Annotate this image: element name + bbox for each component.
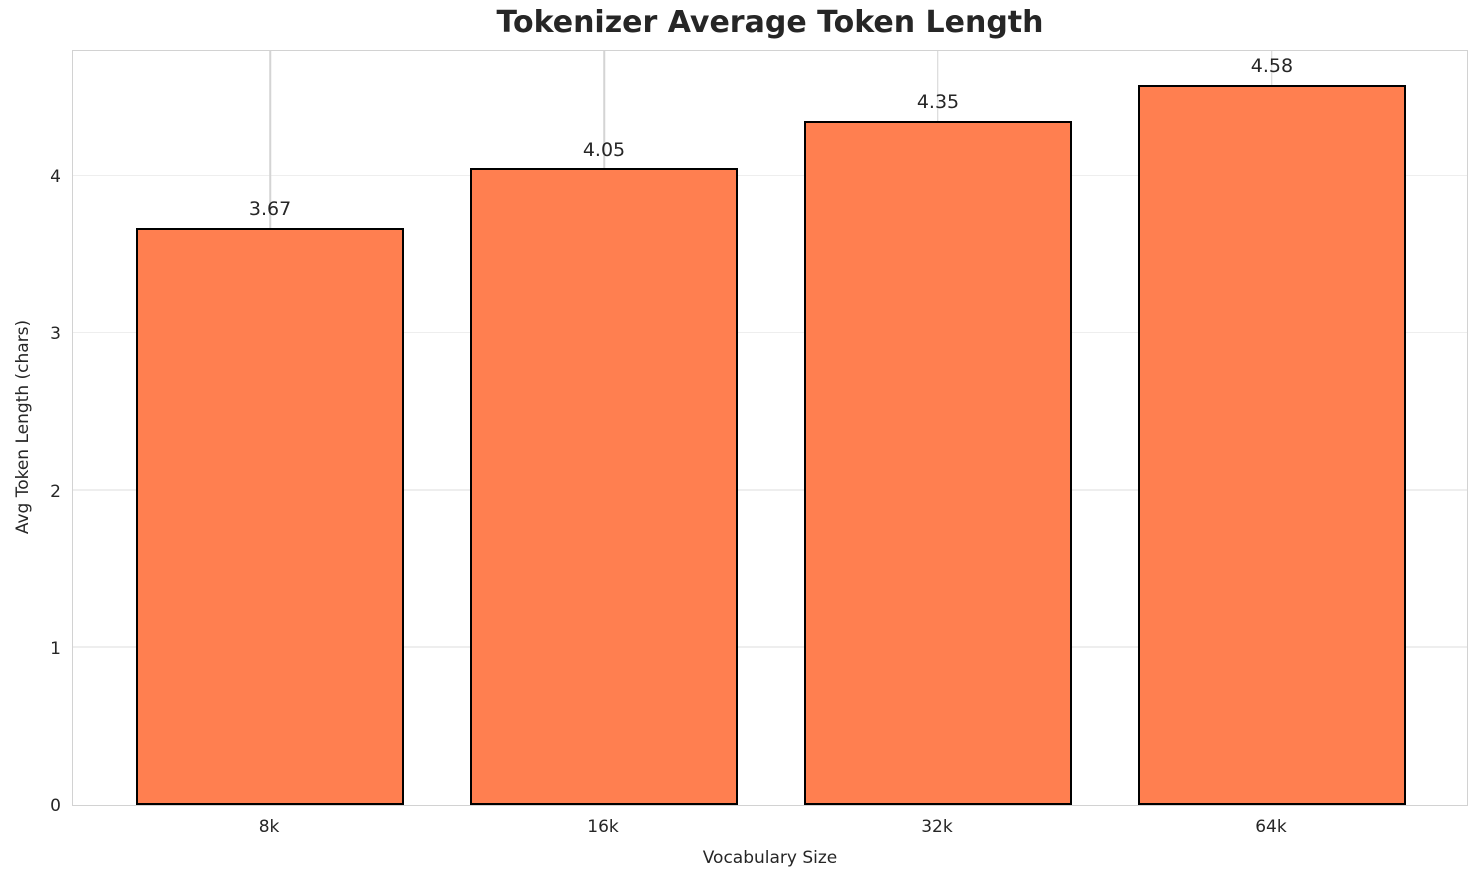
horizontal-gridline [73,646,1467,648]
bar-value-label: 3.67 [248,198,292,221]
horizontal-gridline [73,489,1467,491]
horizontal-gridline [73,174,1467,177]
x-tick-label: 64k [1255,817,1287,837]
bar-value-label: 4.35 [916,91,960,114]
y-tick-label: 0 [50,796,61,816]
bar-32k [804,121,1072,805]
x-tick-label: 32k [921,817,953,837]
y-tick-label: 4 [50,167,61,188]
y-tick-label: 1 [50,638,61,659]
bar-64k [1138,85,1406,805]
bar-value-label: 4.05 [582,138,626,161]
bar-8k [136,228,404,805]
x-tick-label: 8k [258,817,280,837]
chart-title: Tokenizer Average Token Length [496,5,1044,40]
bar-value-label: 4.58 [1250,55,1294,78]
x-tick-label: 16k [587,817,619,837]
y-axis-label: Avg Token Length (chars) [13,319,33,535]
plot-area: 3.67 4.05 4.35 4.58 [72,50,1468,806]
x-axis-label: Vocabulary Size [702,848,838,868]
horizontal-gridline [73,331,1467,334]
y-tick-label: 2 [50,481,61,502]
y-tick-label: 3 [50,324,61,345]
bar-16k [470,168,738,805]
